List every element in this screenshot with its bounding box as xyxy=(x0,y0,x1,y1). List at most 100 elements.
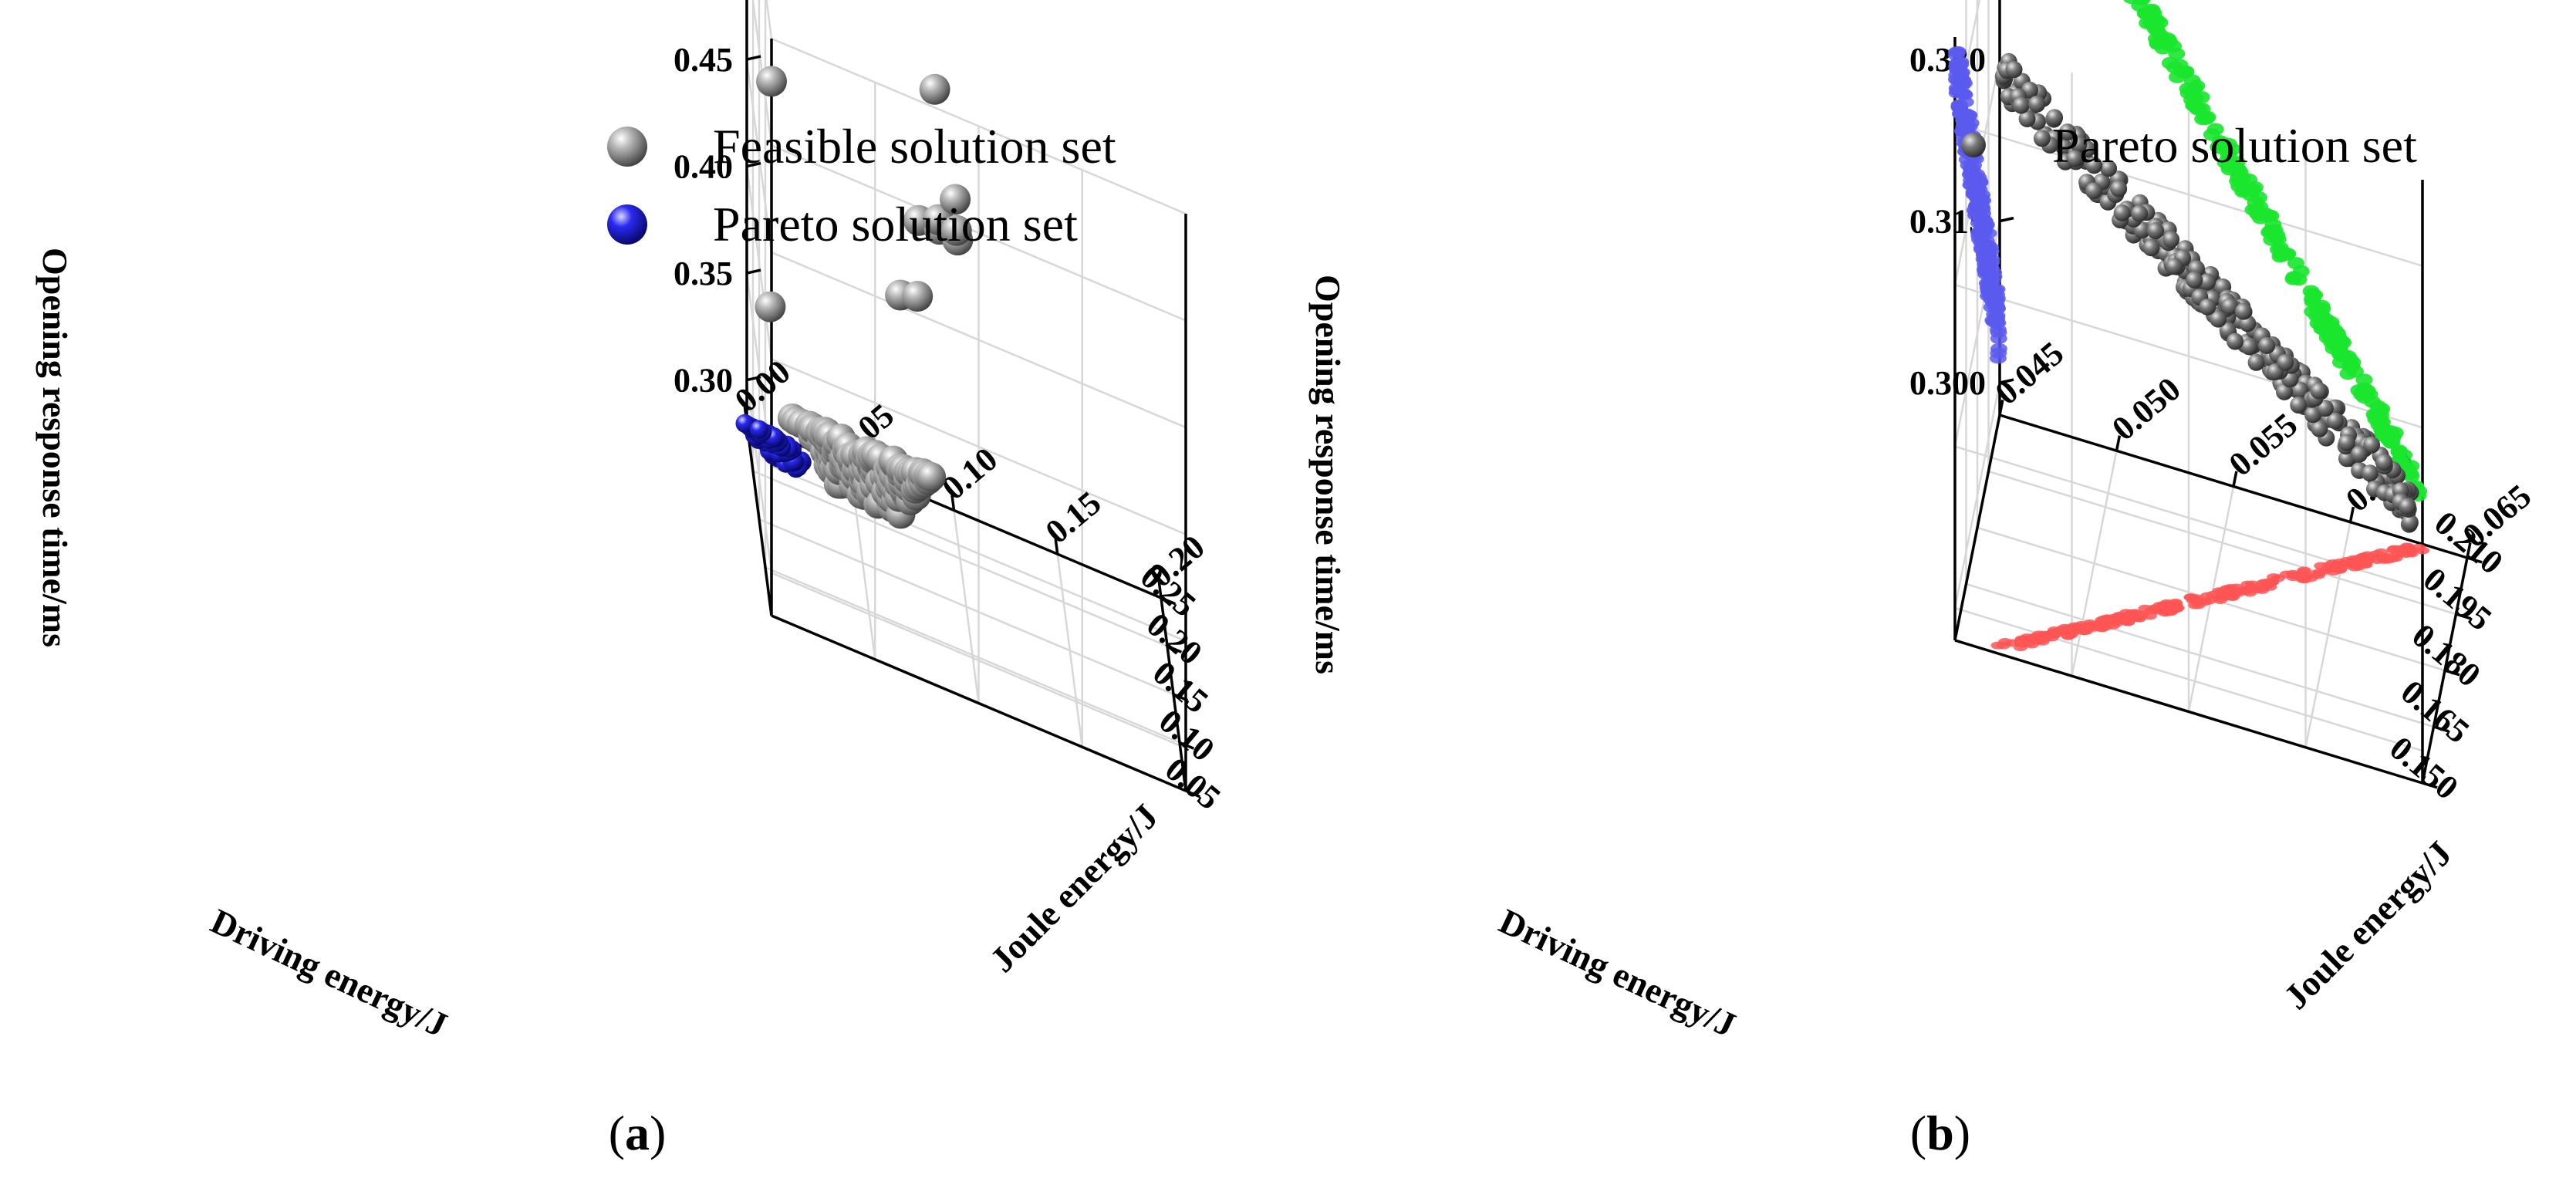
gridline xyxy=(1056,554,1083,748)
y-axis-label-a: Joule energy/J xyxy=(982,796,1166,980)
panel-label-a: (a) xyxy=(609,1106,667,1160)
projection-point-driving-joule xyxy=(2404,549,2419,558)
x-tick xyxy=(1179,741,1195,750)
pareto-point xyxy=(2338,434,2355,451)
projection-point-driving-joule xyxy=(2142,612,2157,620)
pareto-point xyxy=(2028,95,2046,113)
chart-panel-a: 0.300.350.400.450.500.550.050.100.150.20… xyxy=(35,0,1228,1160)
gridline xyxy=(953,510,980,704)
x-axis-label-b: Driving energy/J xyxy=(1494,901,1741,1045)
projection-point-joule-time xyxy=(2304,305,2321,318)
z-tick-label: 0.300 xyxy=(1909,364,1986,402)
projection-point-joule-time xyxy=(2133,0,2151,6)
legend-marker-pareto-b xyxy=(1961,133,1986,157)
projection-point-driving-joule xyxy=(2254,584,2269,592)
pareto-point xyxy=(2401,514,2419,532)
gridline xyxy=(771,251,1187,429)
projection-point-driving-joule xyxy=(2079,626,2094,635)
projection-point-joule-time xyxy=(2146,22,2164,35)
projection-point-driving-joule xyxy=(2162,605,2176,613)
projection-point-driving-joule xyxy=(2217,586,2232,595)
projection-point-driving-joule xyxy=(2264,578,2279,586)
legend-marker-pareto xyxy=(607,204,647,245)
pareto-point xyxy=(2291,381,2309,399)
gridline xyxy=(1954,122,2423,267)
axis-edge xyxy=(1953,414,2001,641)
projection-point-joule-time xyxy=(2353,388,2371,401)
feasible-point xyxy=(756,66,787,97)
pareto-point xyxy=(735,414,755,433)
pareto-point xyxy=(2310,382,2328,400)
pareto-point xyxy=(2012,96,2030,114)
projection-point-driving-joule xyxy=(2411,543,2426,552)
axis-edge xyxy=(771,614,1187,792)
projection-point-driving-joule xyxy=(2240,580,2255,589)
pareto-point xyxy=(2100,160,2118,177)
pareto-point xyxy=(2247,353,2265,371)
projection-point-driving-joule xyxy=(2186,594,2201,603)
x-tick xyxy=(2466,556,2483,564)
projection-point-driving-time xyxy=(1970,175,1987,187)
pareto-point xyxy=(2363,436,2381,454)
projection-point-driving-joule xyxy=(2198,598,2213,606)
projection-point-driving-joule xyxy=(2014,637,2028,646)
projection-point-joule-time xyxy=(2334,348,2351,361)
projection-point-driving-time xyxy=(1954,74,1972,86)
pareto-point xyxy=(2005,61,2023,79)
projection-point-driving-time xyxy=(1952,56,1970,68)
gridline xyxy=(1954,606,2423,752)
y-tick xyxy=(2115,435,2122,451)
projection-point-joule-time xyxy=(2265,226,2283,239)
y-tick xyxy=(2466,542,2472,559)
legend-a: Feasible solution set Pareto solution se… xyxy=(607,119,1116,252)
pareto-point xyxy=(2326,412,2344,430)
projection-point-driving-time xyxy=(1962,117,1980,129)
feasible-point xyxy=(940,184,971,215)
projection-point-driving-joule xyxy=(2279,570,2294,579)
data-points-b xyxy=(1947,0,2430,652)
projection-point-driving-time xyxy=(1974,208,1992,219)
projection-point-joule-time xyxy=(2189,103,2206,116)
projection-point-driving-time xyxy=(1989,353,2007,364)
projection-point-joule-time xyxy=(2270,243,2287,256)
projection-point-joule-time xyxy=(2381,427,2399,440)
projection-point-joule-time xyxy=(2322,331,2340,344)
projection-point-driving-joule xyxy=(2060,625,2075,633)
projection-point-driving-time xyxy=(1987,318,2005,329)
data-points-a xyxy=(735,66,974,529)
gridline xyxy=(745,166,773,360)
gridline xyxy=(1953,382,2001,609)
z-tick xyxy=(1999,378,2014,384)
projection-point-driving-joule xyxy=(2332,565,2347,574)
y-tick xyxy=(1998,400,2004,416)
y-tick-label: 0.055 xyxy=(2222,406,2304,484)
gridline xyxy=(2071,451,2118,677)
legend-b: Pareto solution set xyxy=(1961,118,2417,173)
projection-point-driving-joule xyxy=(2304,574,2318,582)
pareto-point xyxy=(2221,298,2239,316)
y-tick xyxy=(950,495,956,511)
feasible-point xyxy=(919,73,950,105)
z-axis-label-a: Opening response time/ms xyxy=(35,248,75,647)
feasible-point xyxy=(940,214,972,246)
projection-point-driving-joule xyxy=(2355,552,2370,561)
pareto-point xyxy=(2110,180,2128,198)
pareto-point xyxy=(2227,333,2244,350)
projection-point-driving-time xyxy=(1951,108,1969,120)
y-tick xyxy=(2348,506,2355,523)
projection-point-driving-time xyxy=(1969,193,1987,204)
x-tick xyxy=(1166,644,1183,653)
projection-point-joule-time xyxy=(2395,448,2413,461)
gridline xyxy=(771,572,1187,749)
y-tick xyxy=(1054,538,1059,555)
projection-point-driving-joule xyxy=(2313,568,2328,576)
projection-point-joule-time xyxy=(2402,468,2419,481)
pareto-point xyxy=(2240,338,2258,356)
x-tick xyxy=(1173,693,1189,702)
projection-point-driving-joule xyxy=(2296,568,2311,576)
y-tick-label: 0.050 xyxy=(2105,370,2187,447)
gridline xyxy=(1954,283,2423,429)
pareto-point xyxy=(2375,454,2393,471)
projection-point-joule-time xyxy=(2197,112,2215,125)
pareto-point xyxy=(2066,150,2084,167)
